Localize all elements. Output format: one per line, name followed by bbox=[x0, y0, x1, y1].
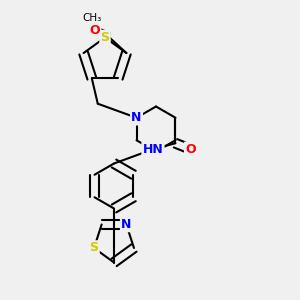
Text: O: O bbox=[90, 24, 100, 37]
Text: HN: HN bbox=[142, 143, 164, 156]
Text: N: N bbox=[131, 111, 142, 124]
Text: S: S bbox=[100, 31, 109, 44]
Text: N: N bbox=[121, 218, 131, 231]
Text: S: S bbox=[89, 242, 98, 254]
Text: O: O bbox=[185, 143, 196, 156]
Text: CH₃: CH₃ bbox=[82, 13, 101, 23]
